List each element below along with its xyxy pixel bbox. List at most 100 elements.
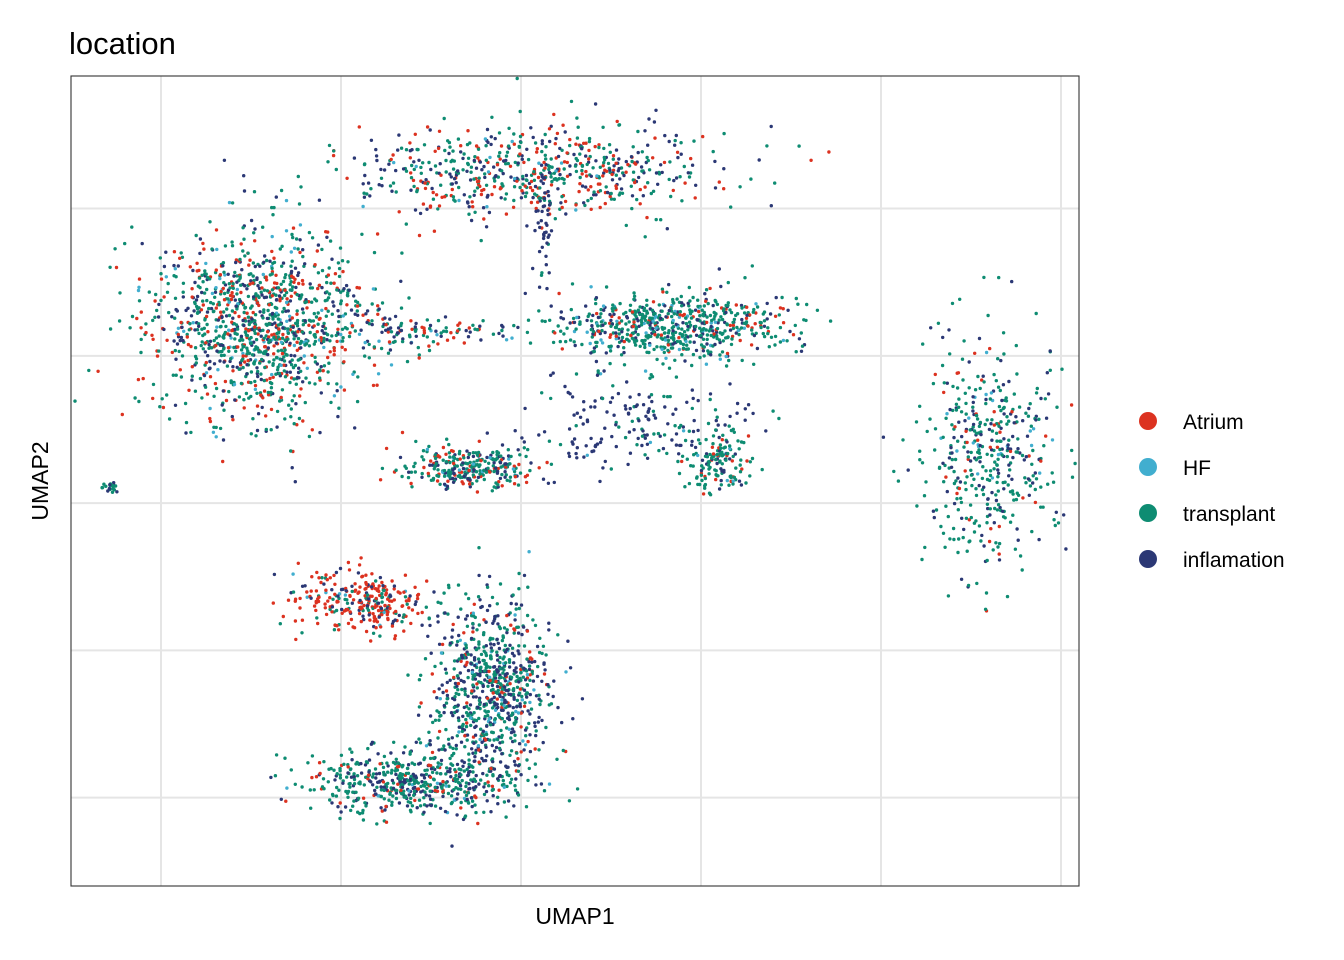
point-inflamation (180, 325, 184, 329)
point-inflamation (947, 456, 952, 460)
point-transplant (612, 197, 616, 201)
point-hf (487, 717, 492, 721)
point-transplant (459, 607, 463, 611)
point-transplant (339, 299, 343, 303)
point-inflamation (670, 438, 674, 442)
point-transplant (766, 331, 770, 336)
point-atrium (372, 363, 377, 367)
point-atrium (614, 334, 618, 338)
point-transplant (406, 673, 410, 677)
point-transplant (197, 322, 201, 326)
point-inflamation (693, 445, 698, 450)
point-atrium (413, 585, 417, 589)
point-inflamation (401, 167, 406, 171)
point-inflamation (519, 603, 524, 607)
point-transplant (286, 327, 290, 331)
point-inflamation (332, 304, 336, 308)
point-transplant (1013, 547, 1018, 551)
point-hf (488, 456, 492, 460)
point-transplant (943, 545, 947, 549)
point-atrium (370, 594, 374, 598)
point-hf (363, 340, 367, 345)
point-hf (585, 453, 589, 457)
point-inflamation (464, 328, 468, 333)
point-inflamation (115, 490, 119, 494)
point-transplant (585, 162, 589, 167)
point-transplant (312, 311, 316, 316)
point-transplant (750, 328, 754, 332)
point-transplant (439, 601, 443, 605)
point-inflamation (733, 452, 737, 456)
point-transplant (743, 276, 747, 280)
point-transplant (729, 428, 734, 433)
point-transplant (965, 475, 969, 479)
point-atrium (529, 179, 534, 184)
point-transplant (462, 152, 466, 156)
point-hf (235, 287, 239, 292)
point-atrium (206, 330, 210, 334)
point-atrium (416, 611, 420, 616)
point-transplant (414, 439, 418, 444)
point-atrium (264, 278, 269, 282)
point-atrium (324, 306, 328, 311)
point-atrium (462, 631, 466, 635)
point-transplant (475, 328, 480, 332)
point-transplant (139, 337, 143, 342)
point-transplant (362, 191, 366, 195)
point-transplant (436, 736, 440, 740)
point-transplant (524, 191, 529, 195)
point-transplant (483, 669, 487, 673)
point-transplant (241, 226, 245, 230)
point-transplant (481, 633, 486, 637)
point-transplant (985, 502, 990, 506)
point-transplant (365, 192, 369, 196)
point-atrium (653, 333, 657, 337)
point-hf (575, 315, 579, 320)
point-transplant (291, 365, 296, 370)
point-atrium (316, 621, 320, 626)
point-atrium (135, 316, 139, 321)
point-inflamation (568, 392, 572, 396)
point-inflamation (584, 154, 588, 158)
point-transplant (497, 625, 502, 629)
point-hf (504, 338, 509, 342)
point-atrium (577, 189, 581, 194)
point-inflamation (719, 284, 723, 289)
point-transplant (334, 167, 338, 172)
point-transplant (486, 684, 490, 688)
point-inflamation (362, 617, 366, 622)
point-atrium (471, 630, 475, 634)
point-atrium (634, 162, 638, 166)
point-transplant (558, 207, 562, 211)
point-inflamation (593, 399, 597, 403)
point-transplant (671, 297, 675, 302)
point-atrium (246, 329, 251, 333)
point-hf (435, 333, 439, 337)
point-inflamation (388, 594, 393, 598)
point-transplant (325, 290, 329, 294)
point-inflamation (986, 497, 990, 501)
point-transplant (506, 144, 511, 148)
point-inflamation (408, 594, 412, 598)
point-transplant (194, 233, 198, 238)
point-transplant (598, 189, 603, 193)
point-transplant (154, 292, 158, 297)
point-inflamation (674, 176, 679, 180)
point-atrium (444, 689, 449, 693)
point-inflamation (971, 395, 975, 399)
point-atrium (289, 274, 294, 278)
point-inflamation (222, 158, 227, 162)
point-transplant (574, 169, 579, 174)
point-transplant (619, 319, 624, 323)
point-inflamation (503, 470, 507, 474)
point-hf (507, 457, 511, 461)
point-transplant (555, 757, 559, 761)
point-inflamation (209, 306, 214, 311)
point-inflamation (967, 360, 971, 364)
point-inflamation (401, 751, 406, 755)
point-transplant (451, 167, 456, 171)
point-transplant (502, 720, 507, 724)
point-atrium (255, 301, 260, 305)
point-inflamation (460, 656, 465, 660)
point-inflamation (485, 127, 490, 132)
